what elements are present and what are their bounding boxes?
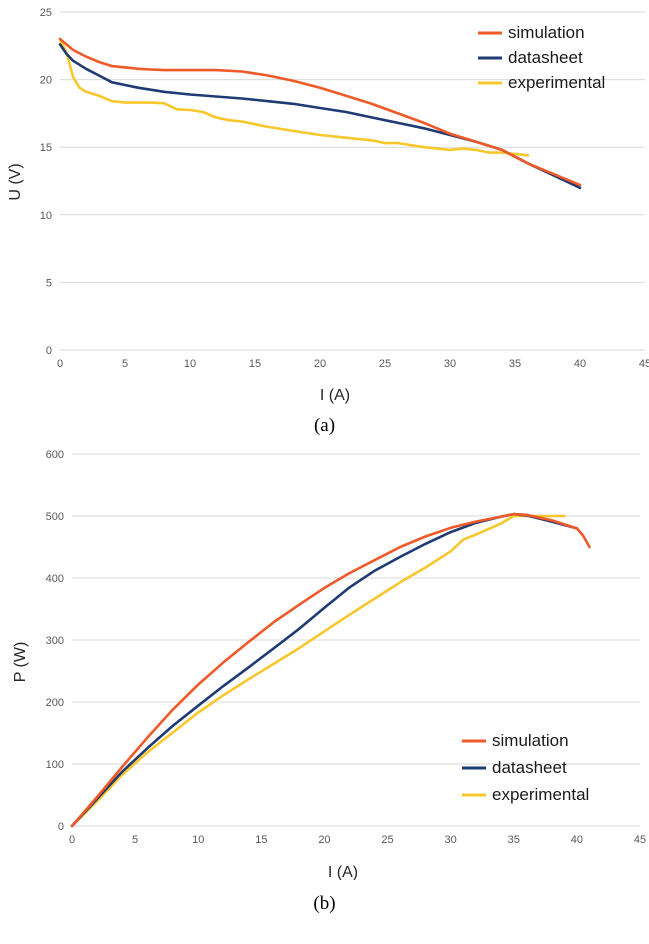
y-axis-label: U (V) <box>7 163 24 200</box>
series-line-datasheet <box>70 512 579 828</box>
chart-b-caption: (b) <box>313 893 336 914</box>
x-tick-label: 30 <box>444 358 456 370</box>
legend-label-datasheet: datasheet <box>508 48 583 67</box>
x-tick-labels: 0 5 10 15 20 25 30 35 40 45 <box>57 358 649 370</box>
x-tick-label: 40 <box>571 834 583 846</box>
x-tick-label: 20 <box>314 358 326 370</box>
y-tick-labels: 0 100 200 300 400 500 600 <box>46 449 64 833</box>
y-axis-label: P (W) <box>12 642 29 683</box>
y-tick-label: 300 <box>46 635 64 647</box>
x-axis-label: I (A) <box>328 864 358 880</box>
grid <box>72 453 640 827</box>
x-tick-label: 25 <box>381 834 393 846</box>
power-current-chart: 0 5 10 15 20 25 30 35 40 45 0 100 200 300 400 500 600 s… <box>12 449 646 880</box>
y-tick-label: 100 <box>46 759 64 771</box>
x-tick-label: 10 <box>192 834 204 846</box>
x-tick-label: 20 <box>318 834 330 846</box>
x-tick-label: 35 <box>508 834 520 846</box>
y-tick-label: 25 <box>40 7 52 19</box>
x-tick-label: 40 <box>574 358 586 370</box>
legend-label-experimental: experimental <box>492 785 589 804</box>
y-tick-label: 10 <box>40 210 52 222</box>
legend-label-experimental: experimental <box>508 73 605 92</box>
series-lines <box>70 512 591 828</box>
legend: simulation datasheet experimental <box>462 731 589 804</box>
x-tick-label: 35 <box>509 358 521 370</box>
y-tick-label: 600 <box>46 449 64 461</box>
x-tick-label: 10 <box>184 358 196 370</box>
y-tick-label: 15 <box>40 142 52 154</box>
series-line-simulation <box>58 37 582 187</box>
legend-label-datasheet: datasheet <box>492 758 567 777</box>
voltage-current-chart: 0 5 10 15 20 25 30 35 40 45 0 5 10 15 20 25 simulation… <box>7 7 649 404</box>
x-tick-label: 15 <box>249 358 261 370</box>
series-line-experimental <box>58 37 530 157</box>
series-line-datasheet <box>58 43 582 190</box>
legend: simulation datasheet experimental <box>478 23 605 92</box>
x-tick-label: 5 <box>122 358 128 370</box>
chart-a-caption: (a) <box>313 415 336 436</box>
y-tick-label: 500 <box>46 511 64 523</box>
y-tick-label: 20 <box>40 75 52 87</box>
series-line-experimental <box>70 514 566 828</box>
y-tick-label: 0 <box>58 821 64 833</box>
y-tick-labels: 0 5 10 15 20 25 <box>40 7 52 357</box>
x-tick-label: 45 <box>634 834 646 846</box>
y-tick-label: 400 <box>46 573 64 585</box>
series-line-simulation <box>70 512 591 828</box>
y-tick-label: 200 <box>46 697 64 709</box>
x-tick-label: 15 <box>255 834 267 846</box>
x-tick-label: 0 <box>57 358 63 370</box>
y-tick-label: 5 <box>46 277 52 289</box>
legend-label-simulation: simulation <box>508 23 585 42</box>
x-axis-label: I (A) <box>320 387 350 404</box>
legend-label-simulation: simulation <box>492 731 569 750</box>
series-lines <box>58 37 582 190</box>
grid <box>60 11 645 351</box>
x-tick-label: 0 <box>69 834 75 846</box>
x-tick-labels: 0 5 10 15 20 25 30 35 40 45 <box>69 834 646 846</box>
x-tick-label: 5 <box>132 834 138 846</box>
x-tick-label: 45 <box>639 358 649 370</box>
x-tick-label: 25 <box>379 358 391 370</box>
x-tick-label: 30 <box>445 834 457 846</box>
y-tick-label: 0 <box>46 345 52 357</box>
